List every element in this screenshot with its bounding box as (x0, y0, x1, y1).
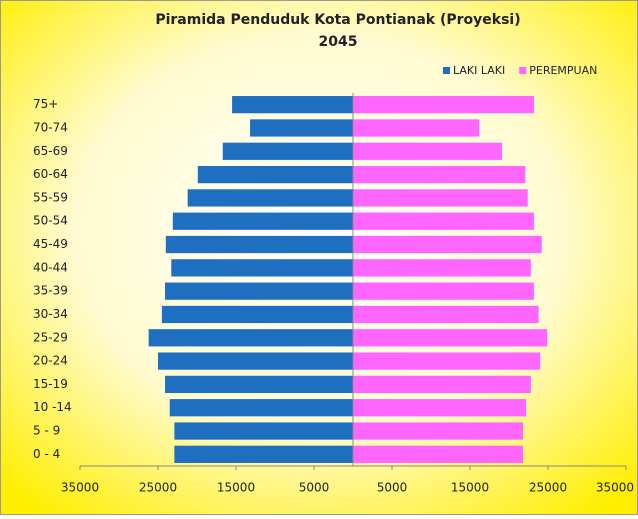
y-tick-label: 25-29 (33, 330, 68, 344)
y-tick-label: 55-59 (33, 190, 68, 204)
bar (165, 375, 353, 394)
x-tick-label: 25000 (529, 481, 567, 495)
y-tick-label: 35-39 (33, 284, 68, 298)
y-tick-label: 5 - 9 (33, 424, 60, 438)
y-tick-label: 40-44 (33, 260, 68, 274)
y-tick-label: 60-64 (33, 167, 68, 181)
bar (222, 142, 353, 160)
bar (165, 235, 353, 254)
y-tick-label: 20-24 (33, 354, 68, 368)
bar (353, 422, 524, 440)
bar (158, 352, 353, 370)
bar (161, 305, 353, 324)
x-tick-label: 25000 (139, 481, 177, 495)
bar (353, 399, 527, 417)
bar (250, 119, 353, 137)
bar (353, 305, 539, 324)
bar (174, 422, 353, 440)
y-tick-label: 50-54 (33, 214, 68, 228)
bar (165, 282, 353, 300)
bar (353, 142, 502, 160)
legend-swatch (519, 67, 527, 74)
y-tick-label: 0 - 4 (33, 447, 60, 461)
bar (174, 445, 353, 463)
bar (353, 235, 542, 254)
bar (353, 352, 541, 370)
bar (353, 445, 524, 463)
bar (197, 165, 353, 184)
chart-subtitle: 2045 (319, 34, 358, 50)
bar (353, 375, 531, 394)
legend-label: LAKI LAKI (453, 64, 505, 77)
bar (187, 189, 353, 207)
x-tick-label: 5000 (299, 481, 330, 495)
x-tick-label: 15000 (217, 481, 255, 495)
x-tick-label: 5000 (377, 481, 408, 495)
x-tick-label: 15000 (451, 481, 489, 495)
bar (353, 329, 548, 347)
bar (353, 119, 480, 137)
bar (172, 212, 353, 230)
bar (353, 282, 534, 300)
legend-swatch (443, 67, 450, 74)
y-tick-label: 75+ (33, 97, 58, 111)
bar (232, 96, 353, 114)
y-tick-label: 70-74 (33, 120, 68, 134)
legend-label: PEREMPUAN (529, 64, 597, 77)
y-tick-label: 15-19 (33, 377, 68, 391)
y-tick-label: 45-49 (33, 237, 68, 251)
y-tick-label: 30-34 (33, 307, 68, 321)
bar (169, 399, 353, 417)
bar (148, 329, 353, 347)
x-tick-label: 35000 (61, 481, 99, 495)
y-tick-label: 10 -14 (33, 400, 72, 414)
bar (353, 96, 534, 114)
bar (353, 212, 534, 230)
y-tick-label: 65-69 (33, 144, 68, 158)
bar (353, 259, 531, 277)
x-tick-label: 35000 (596, 481, 634, 495)
bar (353, 189, 528, 207)
bar (353, 165, 526, 184)
chart-title: Piramida Penduduk Kota Pontianak (Proyek… (155, 12, 520, 28)
bar (171, 259, 353, 277)
